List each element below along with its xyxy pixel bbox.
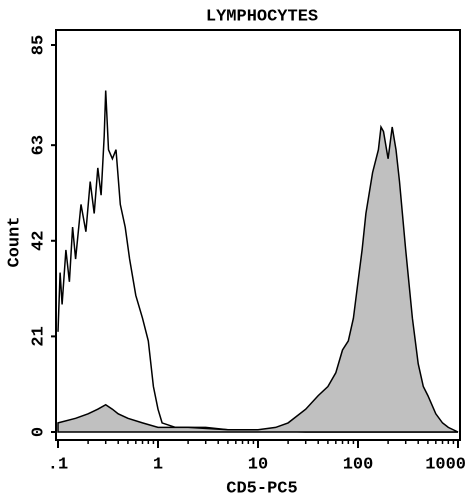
y-tick-label: 63 [29,135,48,155]
x-tick-label: .1 [48,455,68,474]
x-axis-label: CD5-PC5 [226,479,297,498]
y-tick-label: 85 [29,35,48,55]
y-tick-label: 21 [29,326,48,346]
x-tick-label: 10 [248,455,268,474]
x-tick-label: 1000 [425,455,466,474]
histogram [57,90,458,433]
y-axis-label: Count [5,216,24,267]
histogram [57,124,459,433]
x-tick-label: 1 [153,455,163,474]
y-tick-label: 42 [29,231,48,251]
chart-title: LYMPHOCYTES [206,7,318,26]
y-tick-label: 0 [29,427,48,437]
x-tick-label: 100 [343,455,374,474]
